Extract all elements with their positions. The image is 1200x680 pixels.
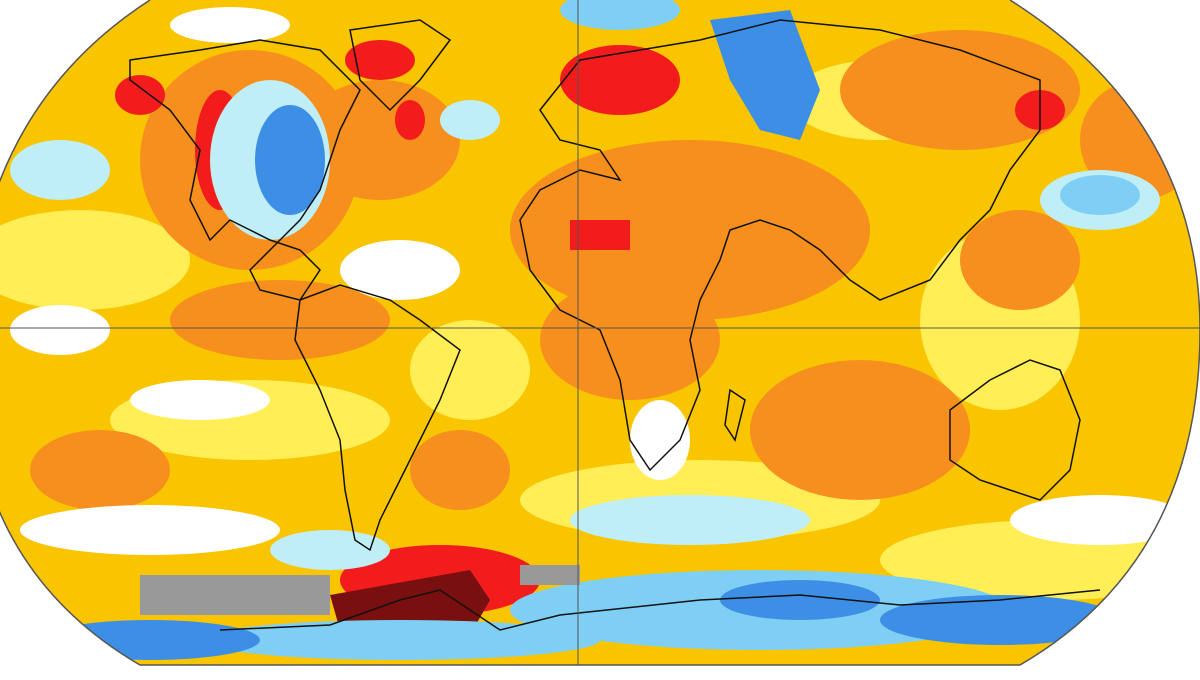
dark-red-zone	[330, 570, 490, 635]
neutral-zones	[10, 7, 1190, 555]
no-data-zone	[140, 575, 330, 615]
australia-coast	[949, 359, 1081, 501]
no-data-zone	[520, 565, 580, 585]
coastlines	[129, 19, 1101, 631]
globe-outline	[0, 0, 1200, 666]
graticule	[0, 0, 1200, 665]
south-america-coast	[294, 284, 461, 552]
greenland-coast	[349, 19, 452, 112]
antarctica-coast	[219, 589, 1101, 631]
eurasia-africa-coast	[519, 19, 1041, 472]
madagascar-coast	[724, 388, 746, 442]
